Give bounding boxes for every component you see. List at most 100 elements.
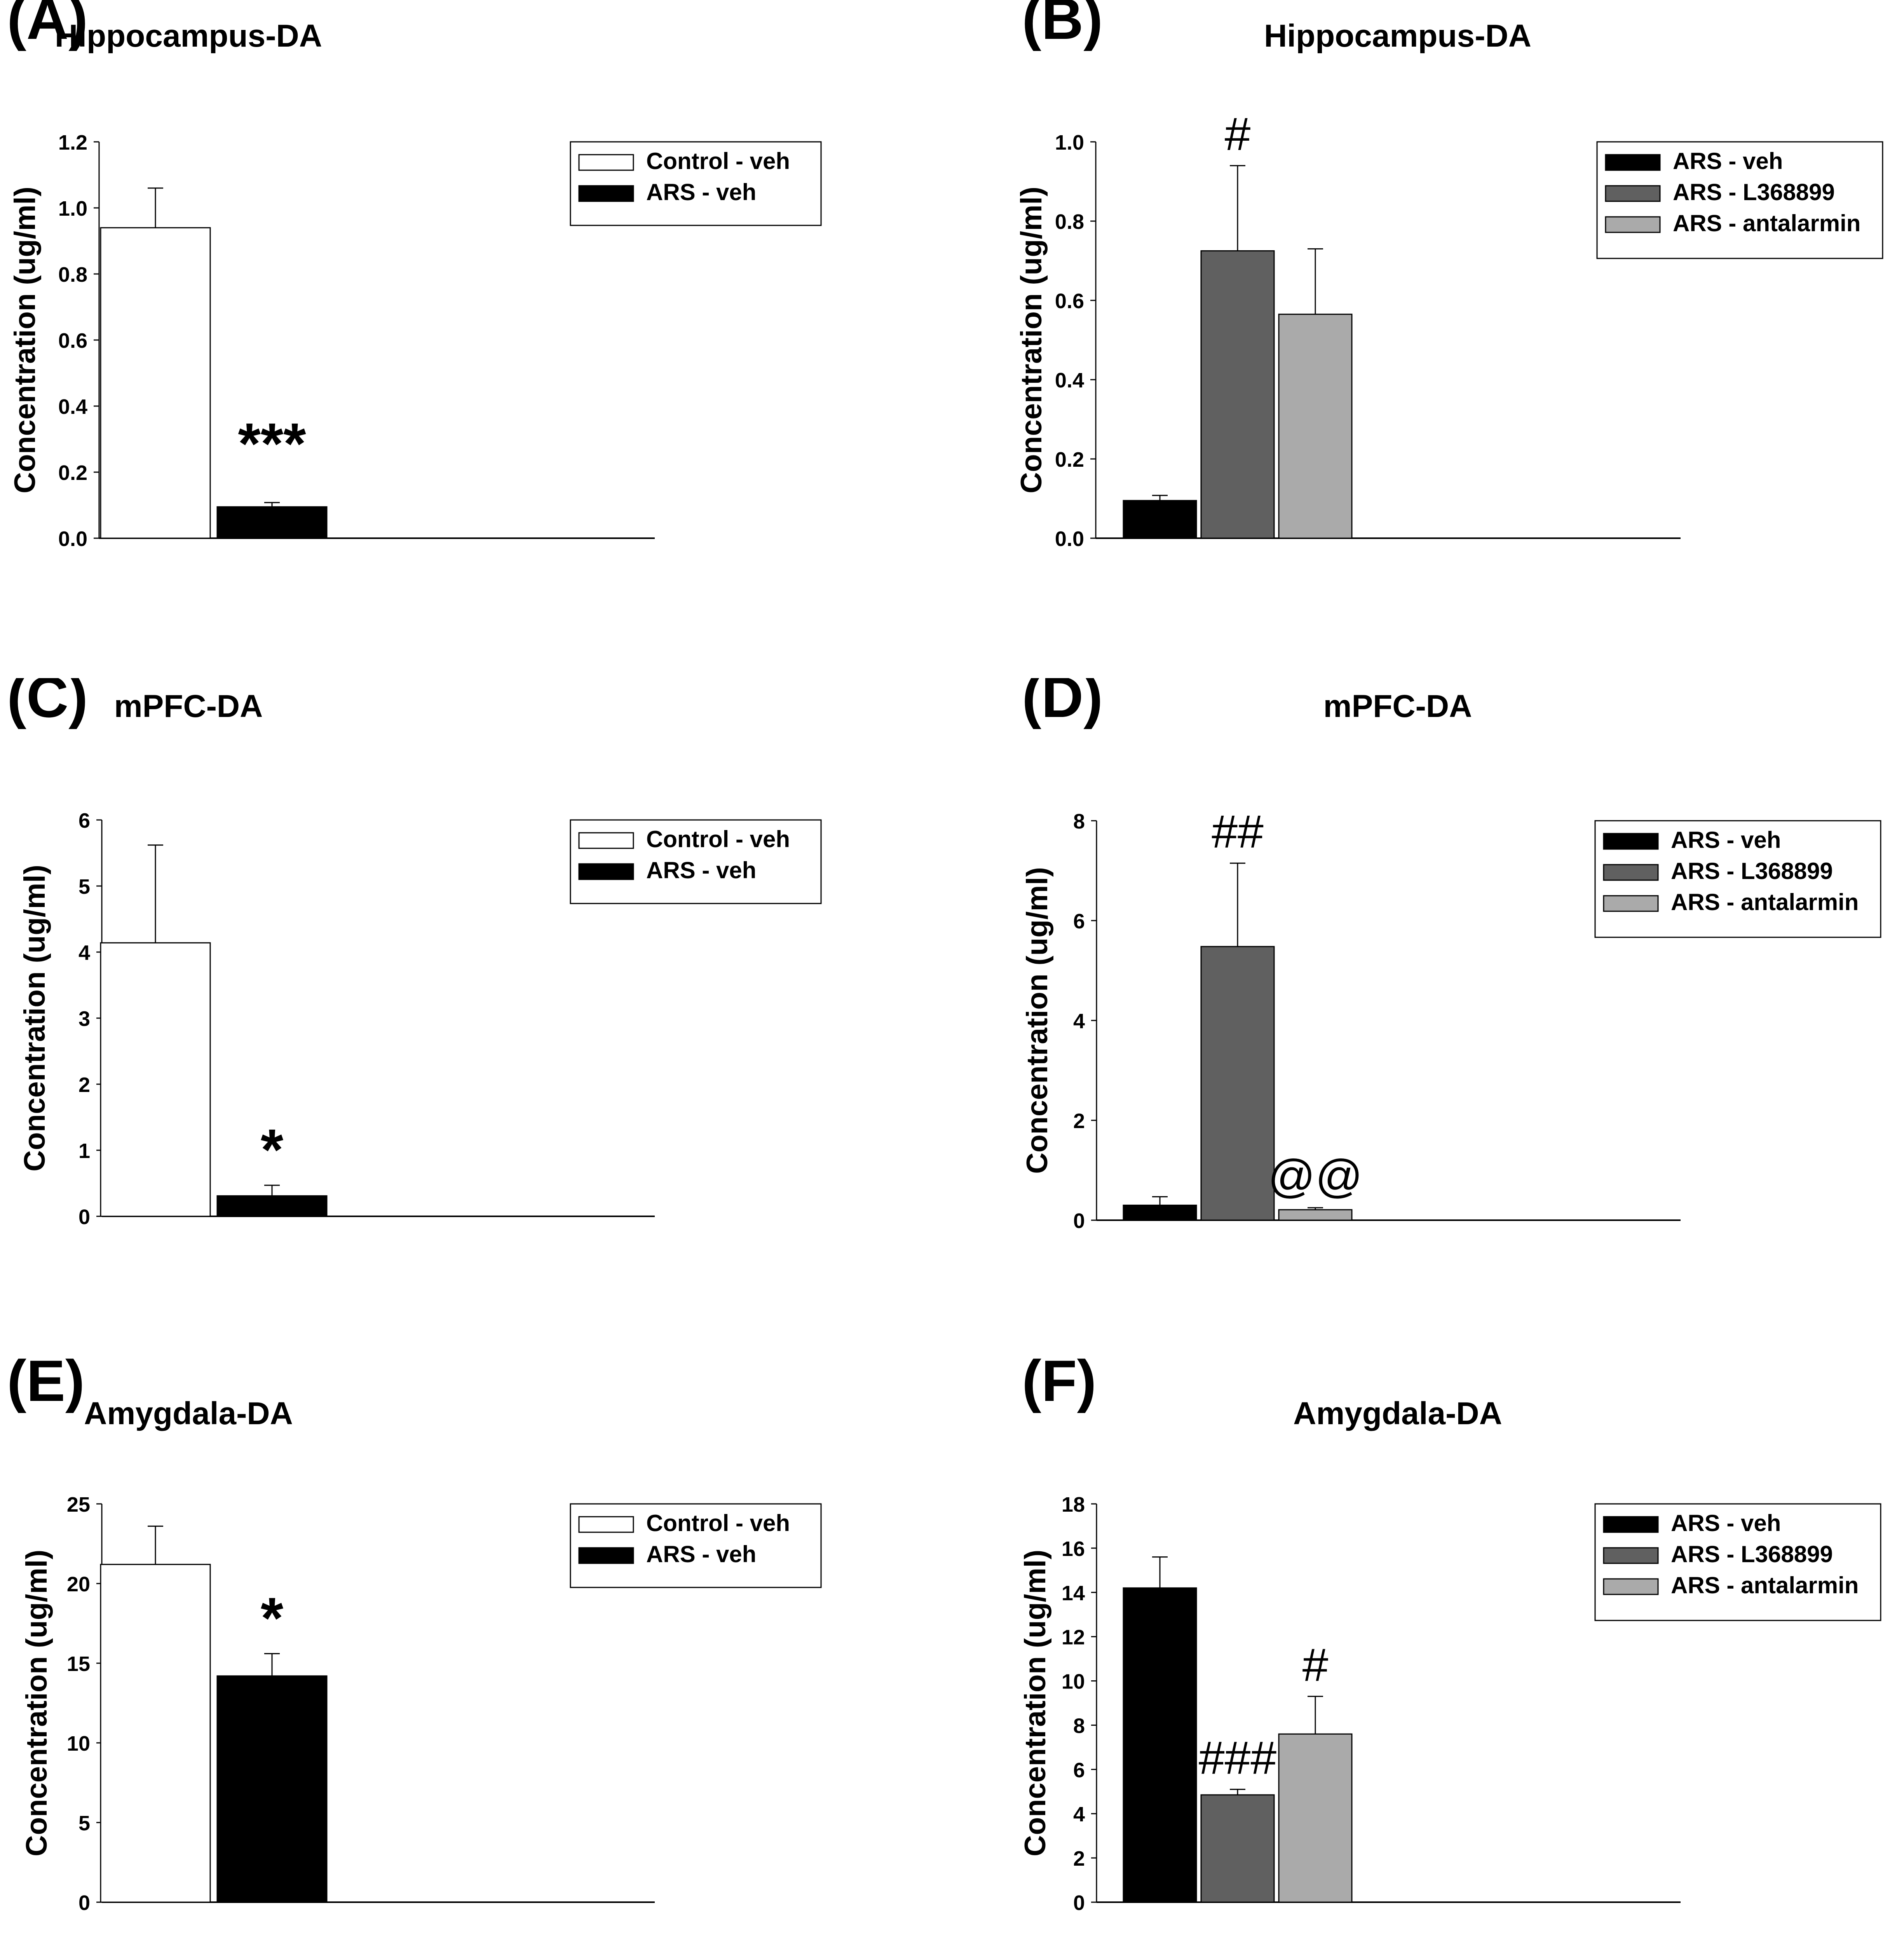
legend-swatch — [1603, 895, 1659, 912]
significance-annotation: *** — [238, 411, 306, 476]
panel-label: (E) — [7, 1348, 85, 1413]
y-axis-label: Concentration (ug/ml) — [1021, 867, 1054, 1174]
bar-ars-veh — [1123, 1587, 1197, 1903]
y-tick-label: 0.4 — [58, 395, 87, 419]
y-tick-label: 18 — [1062, 1493, 1085, 1516]
legend-swatch — [1603, 1578, 1659, 1595]
y-tick-label: 0 — [1073, 1209, 1085, 1233]
significance-annotation: # — [1225, 108, 1251, 160]
bar-ars-veh — [1123, 500, 1197, 539]
y-tick-label: 2 — [1073, 1109, 1085, 1133]
chart-title: Amygdala-DA — [84, 1396, 293, 1431]
legend-swatch — [1603, 864, 1659, 881]
y-tick-label: 0 — [78, 1205, 90, 1229]
legend-label: ARS - antalarmin — [1671, 1572, 1859, 1598]
legend-swatch — [1603, 1516, 1659, 1533]
legend-swatch — [578, 185, 634, 202]
bar-ars-veh — [216, 1675, 328, 1903]
legend-swatch — [1603, 1547, 1659, 1564]
y-tick-label: 4 — [1073, 1010, 1085, 1033]
legend-swatch — [578, 1547, 634, 1564]
legend-label: ARS - antalarmin — [1673, 210, 1860, 236]
y-tick-label: 0.6 — [58, 329, 87, 352]
significance-annotation: * — [261, 1117, 284, 1182]
panel-label: (C) — [7, 678, 88, 729]
legend-swatch — [1605, 216, 1661, 233]
legend-label: ARS - veh — [1671, 827, 1781, 853]
legend-label: ARS - L368899 — [1673, 179, 1835, 205]
y-tick-label: 6 — [1073, 1758, 1085, 1782]
y-tick-label: 0.4 — [1055, 369, 1084, 392]
legend-swatch — [1603, 833, 1659, 850]
significance-annotation: @@ — [1268, 1150, 1363, 1202]
chart-panel-a: (A) Hippocampus-DA Concentration (ug/ml) 0.… — [0, 0, 952, 638]
bar-ars-l368899 — [1200, 946, 1275, 1221]
chart-svg: (A)Hippocampus-DA Concentration (ug/ml) 0.… — [7, 0, 822, 551]
y-tick-label: 1 — [78, 1139, 90, 1163]
legend-swatch — [1605, 154, 1661, 171]
y-tick-label: 0.2 — [1055, 448, 1084, 471]
panel-label: (D) — [1022, 678, 1103, 729]
y-tick-label: 25 — [67, 1493, 90, 1516]
y-tick-label: 4 — [1073, 1803, 1085, 1826]
y-tick-label: 6 — [1073, 910, 1085, 933]
y-tick-label: 12 — [1062, 1626, 1085, 1649]
legend-label: ARS - veh — [1671, 1510, 1781, 1536]
bar-control-veh — [100, 942, 211, 1217]
y-tick-label: 2 — [78, 1073, 90, 1097]
chart-title: mPFC-DA — [114, 689, 263, 724]
bar-ars-veh — [216, 506, 328, 539]
y-axis-label: Concentration (ug/ml) — [20, 1550, 53, 1857]
legend-label: ARS - L368899 — [1671, 858, 1833, 884]
bar-control-veh — [100, 227, 211, 539]
bar-ars-veh — [216, 1195, 328, 1217]
chart-panel-c: (C) mPFC-DA Concentration (ug/ml) 0 1 2 3 4 5 6 * C… — [0, 664, 952, 1316]
legend-box — [570, 1503, 822, 1588]
y-axis-label: Concentration (ug/ml) — [18, 865, 51, 1172]
y-tick-label: 14 — [1062, 1582, 1085, 1605]
y-tick-label: 0.8 — [58, 263, 87, 286]
y-tick-label: 2 — [1073, 1847, 1085, 1870]
legend-box — [570, 819, 822, 904]
legend-swatch — [578, 154, 634, 171]
y-tick-label: 0 — [1073, 1891, 1085, 1915]
legend-swatch — [578, 832, 634, 849]
y-tick-label: 10 — [67, 1732, 90, 1755]
chart-title: Hippocampus-DA — [1264, 18, 1531, 54]
y-tick-label: 20 — [67, 1573, 90, 1596]
legend-label: ARS - veh — [646, 1541, 756, 1567]
significance-annotation: ## — [1212, 806, 1264, 858]
y-tick-label: 4 — [78, 941, 90, 965]
y-tick-label: 0.2 — [58, 461, 87, 485]
y-tick-label: 8 — [1073, 810, 1085, 833]
y-axis-label: Concentration (ug/ml) — [1019, 1550, 1052, 1857]
bar-control-veh — [100, 1564, 211, 1903]
y-tick-label: 10 — [1062, 1670, 1085, 1694]
y-tick-label: 1.0 — [1055, 131, 1084, 154]
y-tick-label: 0 — [78, 1891, 90, 1915]
significance-annotation: ### — [1199, 1732, 1276, 1784]
chart-title: Amygdala-DA — [1293, 1396, 1502, 1431]
chart-panel-f: (F) Amygdala-DA Concentration (ug/ml) 0 2 4 6 8… — [952, 1346, 1904, 1943]
y-tick-label: 1.0 — [58, 197, 87, 220]
legend-label: ARS - antalarmin — [1671, 889, 1859, 915]
panel-label: (A) — [7, 0, 88, 51]
y-tick-label: 5 — [78, 1812, 90, 1835]
bar-ars-antalarmin — [1278, 1209, 1353, 1221]
legend-swatch — [578, 863, 634, 880]
bar-ars-l368899 — [1200, 1794, 1275, 1903]
bar-ars-antalarmin — [1278, 314, 1353, 539]
legend-label: ARS - veh — [1673, 148, 1783, 174]
y-tick-label: 16 — [1062, 1537, 1085, 1561]
y-tick-label: 6 — [78, 809, 90, 832]
panel-label: (B) — [1022, 0, 1103, 51]
chart-svg: (D) mPFC-DA Concentration (ug/ml) 0 2 4 6 8 ## @@… — [1021, 664, 1881, 1233]
y-tick-label: 0.8 — [1055, 210, 1084, 234]
chart-svg: (B) Hippocampus-DA Concentration (ug/ml) 0.… — [1015, 0, 1883, 551]
significance-annotation: * — [261, 1585, 284, 1650]
legend-label: ARS - veh — [646, 857, 756, 883]
bar-ars-antalarmin — [1278, 1733, 1353, 1903]
legend-label: Control - veh — [646, 148, 790, 174]
chart-title: mPFC-DA — [1323, 689, 1472, 724]
y-tick-label: 0.6 — [1055, 290, 1084, 313]
